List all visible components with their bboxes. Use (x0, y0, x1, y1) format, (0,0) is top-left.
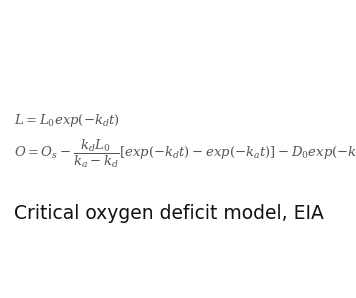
Text: $O = O_s - \dfrac{k_d L_0}{k_a - k_d}[exp(-k_d t) - exp(-k_a t)] - D_0 exp(-k_a : $O = O_s - \dfrac{k_d L_0}{k_a - k_d}[ex… (14, 137, 356, 170)
Text: $L = L_0 exp(-k_d t)$: $L = L_0 exp(-k_d t)$ (14, 112, 120, 129)
Text: Critical oxygen deficit model, EIA: Critical oxygen deficit model, EIA (14, 204, 324, 223)
